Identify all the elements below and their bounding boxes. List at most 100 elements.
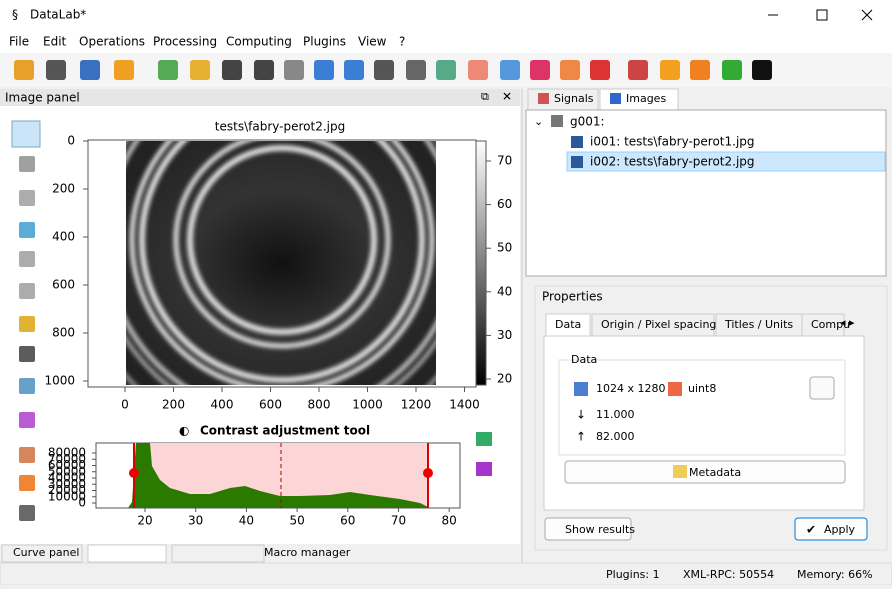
min-marker[interactable] xyxy=(129,468,139,478)
tool-button[interactable] xyxy=(19,283,35,299)
menu-item[interactable]: Computing xyxy=(226,35,292,49)
tool-button[interactable] xyxy=(19,412,35,428)
tree-item[interactable]: i001: tests\fabry-perot1.jpg xyxy=(590,135,755,149)
hist-y-tick-label: 80000 xyxy=(48,446,86,460)
toolbar-button[interactable] xyxy=(628,60,648,80)
menu-item[interactable]: Edit xyxy=(43,35,67,49)
properties-title: Properties xyxy=(542,290,603,304)
tool-button[interactable] xyxy=(19,475,35,491)
edit-button[interactable] xyxy=(809,376,835,400)
x-tick-label: 1200 xyxy=(401,398,432,412)
tool-button[interactable] xyxy=(19,447,35,463)
tree-item[interactable]: i002: tests\fabry-perot2.jpg xyxy=(590,155,755,169)
item-icon xyxy=(571,156,583,168)
toolbar-button[interactable] xyxy=(374,60,394,80)
dtype-icon xyxy=(668,382,682,396)
colorbar-tick-label: 70 xyxy=(497,154,512,168)
tool-button[interactable] xyxy=(19,505,35,521)
tool-button[interactable] xyxy=(19,251,35,267)
toolbar-button[interactable] xyxy=(406,60,426,80)
show-results-button[interactable] xyxy=(544,517,632,541)
float-button[interactable]: ⧉ xyxy=(481,90,489,103)
selection xyxy=(566,151,886,172)
tool-button[interactable] xyxy=(19,190,35,206)
toolbar-button[interactable] xyxy=(500,60,520,80)
toolbar-button[interactable] xyxy=(722,60,742,80)
toolbar-button[interactable] xyxy=(314,60,334,80)
tool-button[interactable] xyxy=(19,156,35,172)
toolbar-button[interactable] xyxy=(590,60,610,80)
tab-icon xyxy=(610,93,621,104)
toolbar-button[interactable] xyxy=(46,60,66,80)
tool-button[interactable] xyxy=(19,346,35,362)
toolbar-button[interactable] xyxy=(14,60,34,80)
tab[interactable] xyxy=(591,313,715,337)
toolbar-button[interactable] xyxy=(284,60,304,80)
apply-button[interactable] xyxy=(794,517,868,541)
tab-label: Macro manager xyxy=(264,546,351,559)
maximize-button[interactable] xyxy=(816,9,828,21)
toolbar-button[interactable] xyxy=(344,60,364,80)
menu-item[interactable]: ? xyxy=(399,35,405,49)
x-tick-label: 1000 xyxy=(352,398,383,412)
panel-header xyxy=(0,89,520,106)
toolbar-button[interactable] xyxy=(660,60,680,80)
tab-label: Data xyxy=(555,318,581,331)
hist-x-tick-label: 70 xyxy=(391,514,406,528)
tab[interactable] xyxy=(545,313,591,337)
menu-bar xyxy=(0,31,892,53)
close-button[interactable] xyxy=(861,9,873,21)
auto-range-button[interactable] xyxy=(476,432,492,446)
toolbar-button[interactable] xyxy=(530,60,550,80)
tab-scroll[interactable]: ◂ ▸ xyxy=(840,316,855,329)
hist-x-tick-label: 60 xyxy=(340,514,355,528)
toolbar-button[interactable] xyxy=(468,60,488,80)
close-panel-button[interactable]: ✕ xyxy=(502,90,512,104)
toolbar-button[interactable] xyxy=(158,60,178,80)
tab[interactable] xyxy=(801,313,845,337)
menu-item[interactable]: Operations xyxy=(79,35,145,49)
memory-status: Memory: 66% xyxy=(797,568,873,581)
group-label[interactable]: g001: xyxy=(570,115,605,129)
contrast-title: Contrast adjustment tool xyxy=(200,424,370,438)
hist-y-tick-label: 40000 xyxy=(48,471,86,485)
tab[interactable] xyxy=(171,544,265,563)
hist-y-tick-label: 50000 xyxy=(48,464,86,478)
toolbar-button[interactable] xyxy=(436,60,456,80)
y-tick-label: 800 xyxy=(52,326,75,340)
toolbar-button[interactable] xyxy=(114,60,134,80)
max-marker[interactable] xyxy=(423,468,433,478)
toolbar-button[interactable] xyxy=(254,60,274,80)
menu-item[interactable]: View xyxy=(358,35,387,49)
menu-item[interactable]: File xyxy=(9,35,29,49)
toolbar-button[interactable] xyxy=(80,60,100,80)
x-tick-label: 800 xyxy=(308,398,331,412)
expander[interactable]: ⌄ xyxy=(534,115,543,128)
tab-icon xyxy=(538,93,549,104)
toolbar-button[interactable] xyxy=(190,60,210,80)
colorbar-tick-label: 50 xyxy=(497,241,512,255)
hist-y-tick-label: 10000 xyxy=(48,489,86,503)
select-tool[interactable] xyxy=(11,120,41,148)
hist-x-tick-label: 50 xyxy=(289,514,304,528)
toolbar-button[interactable] xyxy=(560,60,580,80)
xmlrpc-status: XML-RPC: 50554 xyxy=(683,568,774,581)
plugins-status: Plugins: 1 xyxy=(606,568,660,581)
levels-button[interactable] xyxy=(476,462,492,476)
toolbar-button[interactable] xyxy=(752,60,772,80)
tab[interactable] xyxy=(1,544,83,563)
tab[interactable] xyxy=(87,544,167,563)
x-tick-label: 200 xyxy=(162,398,185,412)
menu-item[interactable]: Processing xyxy=(153,35,217,49)
metadata-label: Metadata xyxy=(689,466,741,479)
metadata-button[interactable] xyxy=(564,460,846,484)
tool-button[interactable] xyxy=(19,222,35,238)
toolbar-button[interactable] xyxy=(690,60,710,80)
tool-button[interactable] xyxy=(19,378,35,394)
toolbar-button[interactable] xyxy=(222,60,242,80)
apply-icon: ✔ xyxy=(806,523,816,537)
menu-item[interactable]: Plugins xyxy=(303,35,346,49)
size-icon xyxy=(574,382,588,396)
tool-button[interactable] xyxy=(19,316,35,332)
